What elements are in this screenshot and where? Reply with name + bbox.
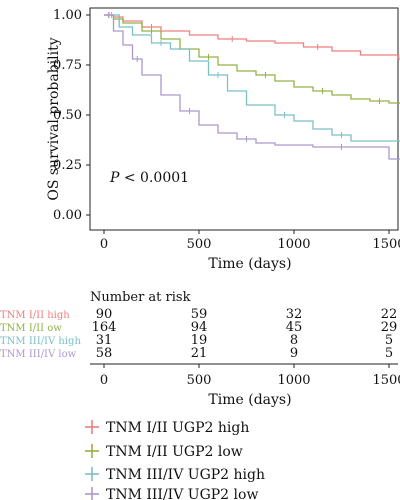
risk-count: 59 [191,307,208,322]
risk-count: 94 [191,320,208,335]
p-value-annotation: P < 0.0001 [109,170,189,186]
plot-frame [89,7,399,231]
legend-label: TNM I/II UGP2 low [106,444,243,460]
risk-count: 164 [92,320,117,335]
survival-plot: 0.000.250.500.751.00 0500100015002000250… [46,7,400,272]
survival-curve-4 [104,14,400,160]
risk-count: 22 [381,307,398,322]
risk-count: 9 [290,346,298,361]
risk-tick-label: 500 [187,373,212,388]
legend-label: TNM I/II UGP2 high [106,420,249,436]
risk-row-name: TNM I/II high [0,310,70,321]
p-symbol: P [109,170,120,186]
y-tick-label: 0.50 [53,108,82,123]
risk-tick-label: 0 [100,373,108,388]
risk-count: 19 [191,333,208,348]
risk-table-title: Number at risk [90,290,191,305]
survival-curves [104,12,400,160]
risk-count: 90 [96,307,113,322]
x-tick-label: 0 [100,237,108,252]
y-axis-label: OS survival probability [46,37,62,200]
risk-tick-label: 1500 [372,373,400,388]
survival-curve-3 [104,14,400,142]
x-tick-label: 1500 [372,237,400,252]
risk-count: 21 [191,346,208,361]
y-tick-label: 0.00 [53,208,82,223]
survival-curve-1 [104,14,400,60]
x-axis-ticks: 05001000150020002500 [100,230,400,252]
x-axis-label: Time (days) [208,256,291,272]
risk-count: 5 [385,346,393,361]
y-axis-ticks: 0.00 0.25 0.50 0.75 1.00 [53,8,90,223]
risk-row-name: TNM I/II ow [0,323,62,334]
x-tick-label: 500 [187,237,212,252]
risk-count: 5 [385,333,393,348]
risk-table-rows: TNM I/II high905932221442TNM I/II ow1649… [0,307,398,361]
risk-count: 31 [96,333,113,348]
risk-count: 8 [290,333,298,348]
risk-row-name: TNM III/IV low [0,349,77,360]
risk-table: Number at risk TNM I/II high905932221442… [0,290,400,408]
survival-curve-2 [104,14,400,104]
y-tick-label: 1.00 [53,8,82,23]
risk-count: 29 [381,320,398,335]
risk-table-ticks: 05001000150020002500 [100,364,400,388]
legend-label: TNM III/IV UGP2 high [106,467,265,483]
y-tick-label: 0.75 [53,58,82,73]
legend: TNM I/II UGP2 high TNM I/II UGP2 low TNM I… [85,420,265,500]
x-tick-label: 1000 [277,237,310,252]
risk-count: 32 [286,307,303,322]
risk-row-name: TNM III/IV high [0,336,81,347]
risk-tick-label: 1000 [277,373,310,388]
p-value: < 0.0001 [119,170,189,186]
legend-label: TNM III/IV UGP2 low [106,487,258,500]
risk-count: 45 [286,320,303,335]
y-tick-label: 0.25 [53,158,82,173]
risk-count: 58 [96,346,113,361]
risk-table-x-label: Time (days) [208,392,291,408]
